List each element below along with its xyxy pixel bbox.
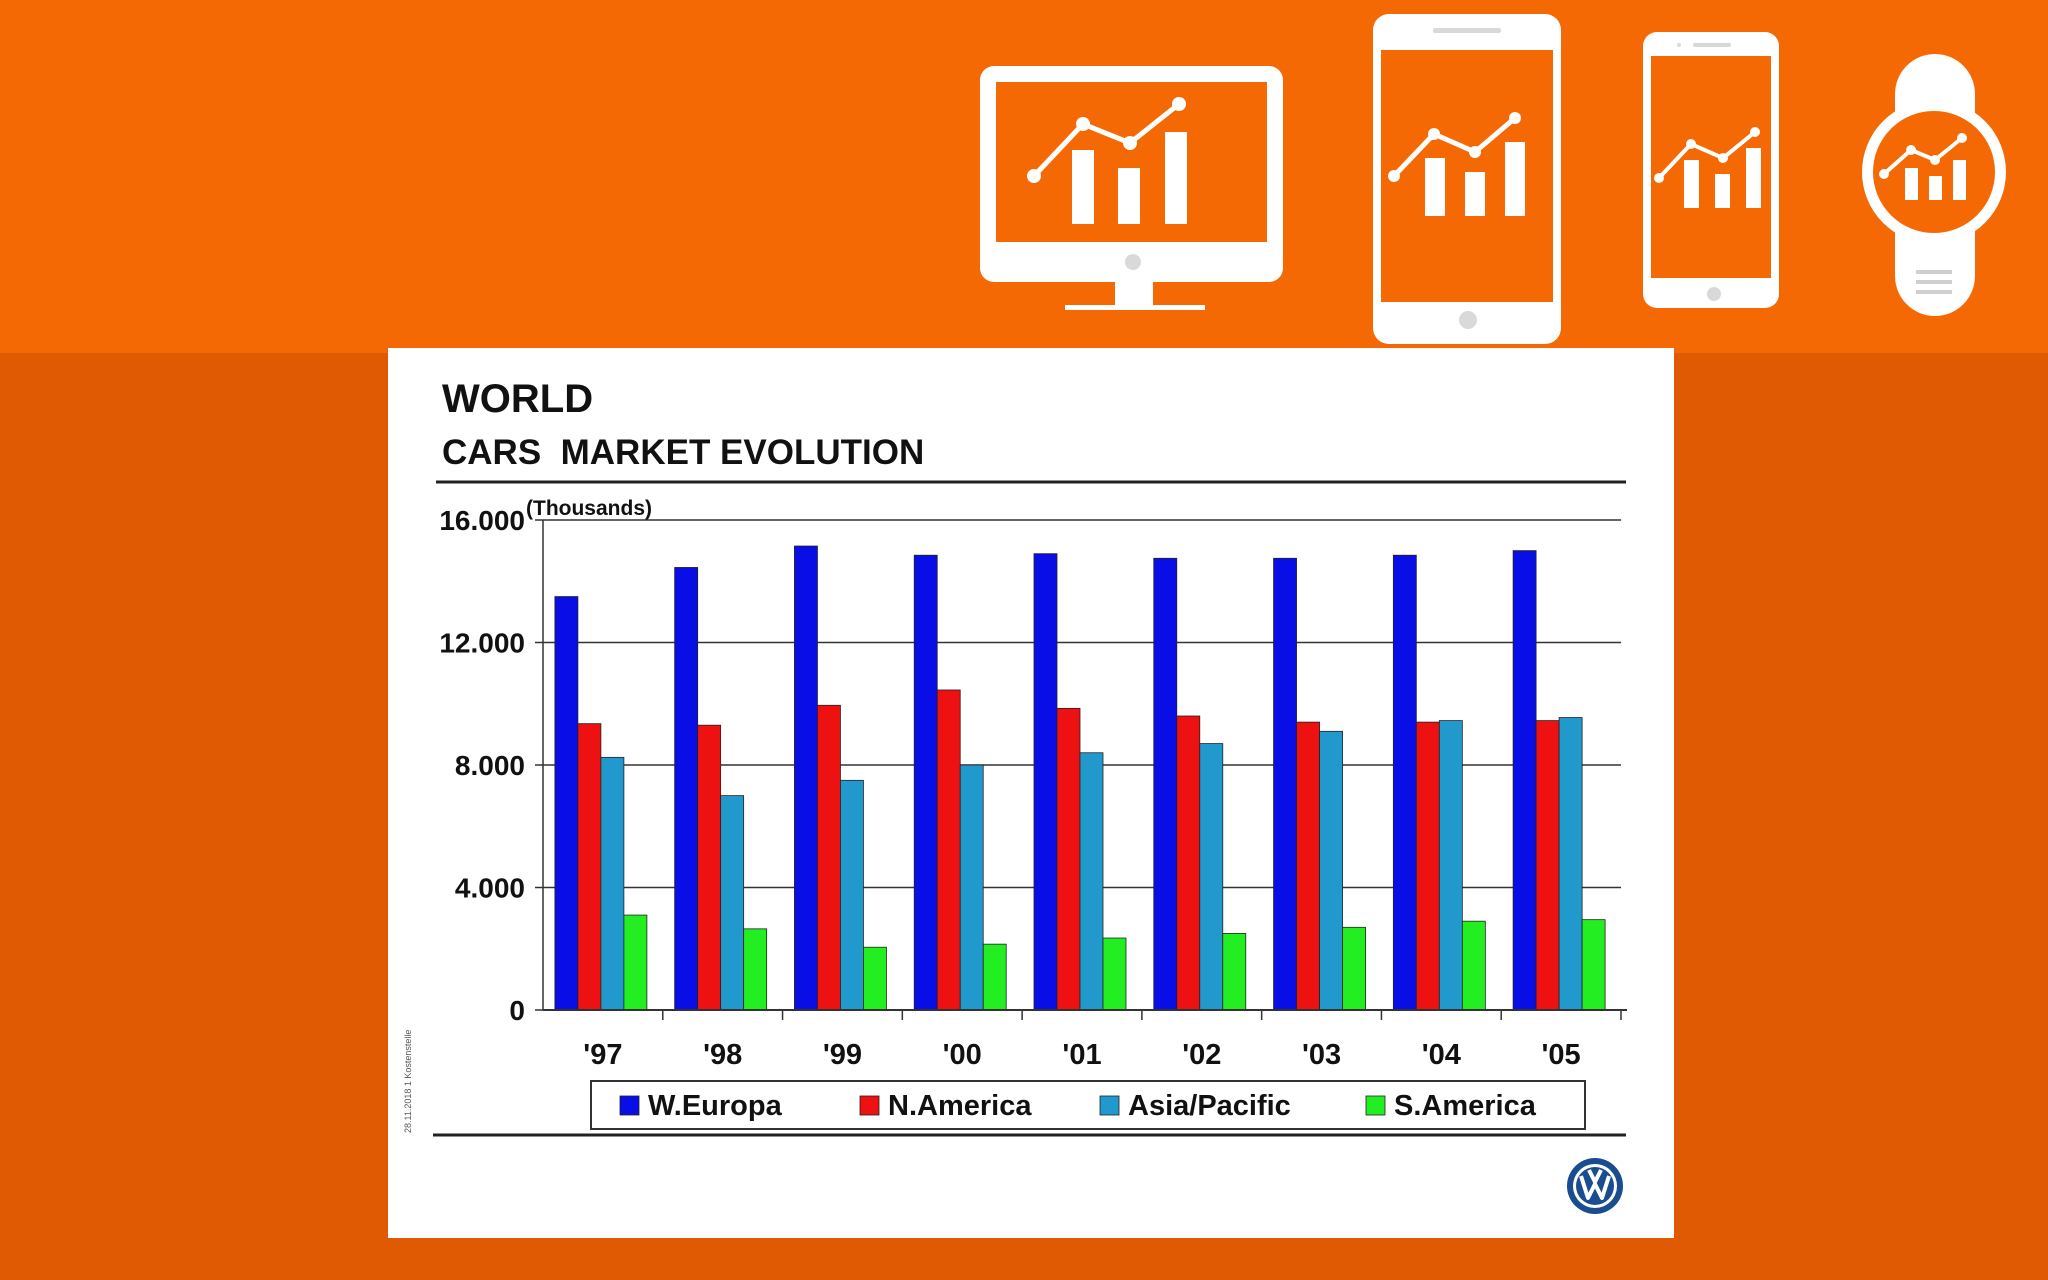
legend-label: N.America bbox=[888, 1090, 1032, 1122]
legend-swatch bbox=[619, 1095, 640, 1116]
y-tick-label: 8.000 bbox=[455, 750, 525, 781]
bar bbox=[1199, 743, 1224, 1011]
bar bbox=[1273, 557, 1297, 1011]
bar bbox=[840, 779, 864, 1011]
axis-layer: 0 4.000 8.000 12.000 16.000 '97 '98 '99 '00 '01 '0… bbox=[439, 505, 1627, 1130]
bar bbox=[982, 943, 1007, 1011]
bar bbox=[913, 554, 938, 1011]
y-tick-label: 0 bbox=[509, 995, 525, 1026]
bar bbox=[1319, 730, 1343, 1011]
vw-logo-icon bbox=[1567, 1158, 1623, 1214]
bar bbox=[1296, 721, 1320, 1011]
bar bbox=[1438, 720, 1463, 1011]
bar bbox=[720, 795, 745, 1011]
x-tick-label: '97 bbox=[583, 1039, 622, 1071]
legend-label: S.America bbox=[1394, 1090, 1537, 1122]
phone-chart-icon bbox=[1643, 32, 1779, 308]
bar bbox=[674, 567, 699, 1011]
bar bbox=[1033, 553, 1058, 1011]
bar bbox=[1461, 920, 1486, 1011]
bar bbox=[743, 928, 768, 1011]
bar bbox=[1102, 937, 1127, 1011]
x-tick-label: '99 bbox=[823, 1039, 862, 1071]
bar bbox=[554, 596, 579, 1011]
legend-swatch bbox=[1365, 1095, 1386, 1116]
device-icons-row bbox=[980, 14, 2006, 344]
bar bbox=[1153, 557, 1178, 1011]
bar bbox=[1176, 715, 1201, 1011]
bar bbox=[697, 724, 722, 1011]
desktop-monitor-chart-icon bbox=[980, 66, 1283, 310]
bar bbox=[1415, 721, 1440, 1011]
y-tick-label: 4.000 bbox=[455, 873, 525, 904]
bar bbox=[1342, 926, 1366, 1011]
bar bbox=[1512, 550, 1537, 1011]
legend-label: Asia/Pacific bbox=[1128, 1090, 1291, 1122]
bar bbox=[1581, 919, 1606, 1011]
bar bbox=[1079, 752, 1104, 1011]
x-tick-label: '04 bbox=[1422, 1039, 1461, 1071]
y-tick-label: 12.000 bbox=[439, 628, 525, 659]
bar bbox=[1535, 720, 1560, 1011]
bar bbox=[794, 545, 818, 1011]
y-tick-label: 16.000 bbox=[439, 505, 525, 536]
legend-box bbox=[590, 1080, 1586, 1130]
x-tick-label: '02 bbox=[1182, 1039, 1221, 1071]
bar bbox=[1558, 717, 1583, 1011]
bar bbox=[623, 914, 648, 1011]
legend-label: W.Europa bbox=[648, 1090, 783, 1122]
legend-swatch bbox=[859, 1095, 880, 1116]
bar-chart: WORLD CARS MARKET EVOLUTION (Thousands) … bbox=[403, 377, 1627, 1214]
chart-title: WORLD bbox=[442, 377, 593, 421]
unit-label: (Thousands) bbox=[526, 497, 652, 520]
x-tick-label: '05 bbox=[1542, 1039, 1581, 1071]
x-tick-label: '03 bbox=[1302, 1039, 1341, 1071]
x-tick-label: '98 bbox=[703, 1039, 742, 1071]
bar bbox=[959, 764, 984, 1011]
bar bbox=[1056, 707, 1081, 1011]
x-tick-label: '01 bbox=[1062, 1039, 1101, 1071]
bar bbox=[600, 756, 625, 1011]
bar bbox=[863, 946, 887, 1011]
bar bbox=[817, 704, 841, 1011]
side-note: 28.11.2018 1 Kostenstelle bbox=[403, 1030, 413, 1133]
bars-layer bbox=[554, 545, 1606, 1011]
legend-swatch bbox=[1099, 1095, 1120, 1116]
tablet-chart-icon bbox=[1373, 14, 1561, 344]
chart-slide: WORLD CARS MARKET EVOLUTION (Thousands) … bbox=[388, 348, 1674, 1238]
smartwatch-chart-icon bbox=[1862, 54, 2006, 316]
bar bbox=[936, 689, 961, 1011]
bar bbox=[1222, 933, 1247, 1011]
x-tick-label: '00 bbox=[943, 1039, 982, 1071]
bar bbox=[1392, 554, 1417, 1011]
chart-subtitle: CARS MARKET EVOLUTION bbox=[442, 433, 924, 472]
bar bbox=[577, 723, 602, 1011]
